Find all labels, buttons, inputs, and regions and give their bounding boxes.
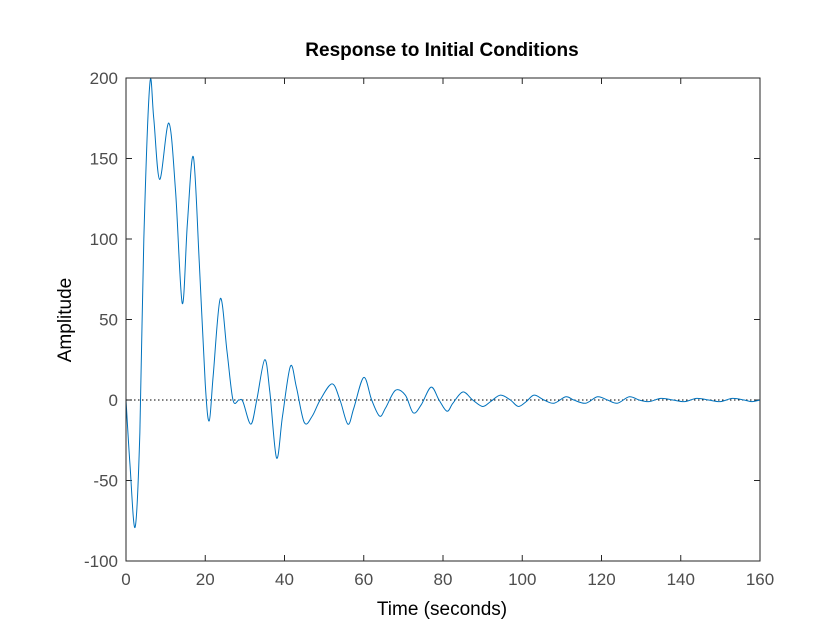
x-tick-label: 140 [667, 570, 695, 589]
x-tick-label: 20 [196, 570, 215, 589]
x-tick-label: 120 [587, 570, 615, 589]
y-tick-label: 150 [90, 150, 118, 169]
plot-area-frame [125, 77, 761, 562]
y-tick-label: 200 [90, 69, 118, 88]
x-tick-label: 100 [508, 570, 536, 589]
x-tick-label: 80 [434, 570, 453, 589]
y-tick-label: 50 [99, 311, 118, 330]
chart-title: Response to Initial Conditions [305, 40, 578, 61]
x-tick-label: 0 [121, 570, 130, 589]
x-tick-label: 60 [354, 570, 373, 589]
y-axis-label: Amplitude [55, 278, 76, 363]
x-axis-ticks: 0 20 40 60 80 100 120 140 160 [121, 78, 774, 589]
y-tick-label: 0 [109, 391, 118, 410]
x-tick-label: 40 [275, 570, 294, 589]
series-group [125, 78, 761, 528]
y-tick-label: 100 [90, 230, 118, 249]
x-tick-label: 160 [746, 570, 774, 589]
series-line [125, 78, 761, 528]
y-axis-ticks: -100 -50 0 50 100 150 200 [84, 69, 760, 571]
x-axis-label: Time (seconds) [377, 599, 507, 620]
y-tick-label: -50 [93, 472, 118, 491]
y-tick-label: -100 [84, 552, 118, 571]
